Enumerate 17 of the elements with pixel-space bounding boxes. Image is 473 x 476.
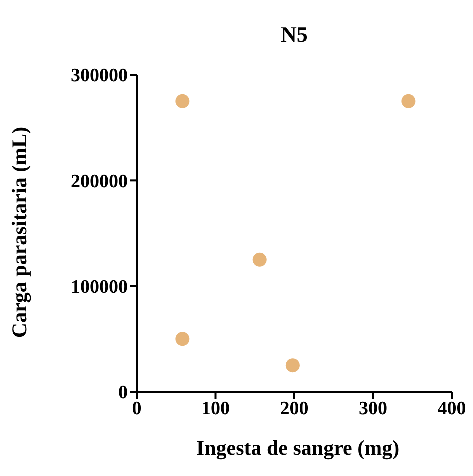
point xyxy=(252,252,267,267)
x-axis-title: Ingesta de sangre (mg) xyxy=(195,436,401,461)
chart-title: N5 xyxy=(280,22,309,48)
x-tick-label: 400 xyxy=(438,398,466,420)
x-tick-label: 200 xyxy=(280,398,309,420)
x-tick-label: 300 xyxy=(359,398,388,420)
y-axis-title: Carga parasitaria (mL) xyxy=(8,126,32,340)
point xyxy=(176,332,190,346)
x-tick-label: 100 xyxy=(202,398,230,420)
point xyxy=(286,358,300,373)
x-tick-label: 0 xyxy=(132,398,142,420)
y-tick-label: 100000 xyxy=(71,277,128,298)
y-tick-label: 0 xyxy=(118,382,128,404)
point xyxy=(176,94,190,108)
y-tick-label: 200000 xyxy=(71,171,128,192)
point xyxy=(402,94,416,108)
y-tick-label: 300000 xyxy=(71,66,128,87)
